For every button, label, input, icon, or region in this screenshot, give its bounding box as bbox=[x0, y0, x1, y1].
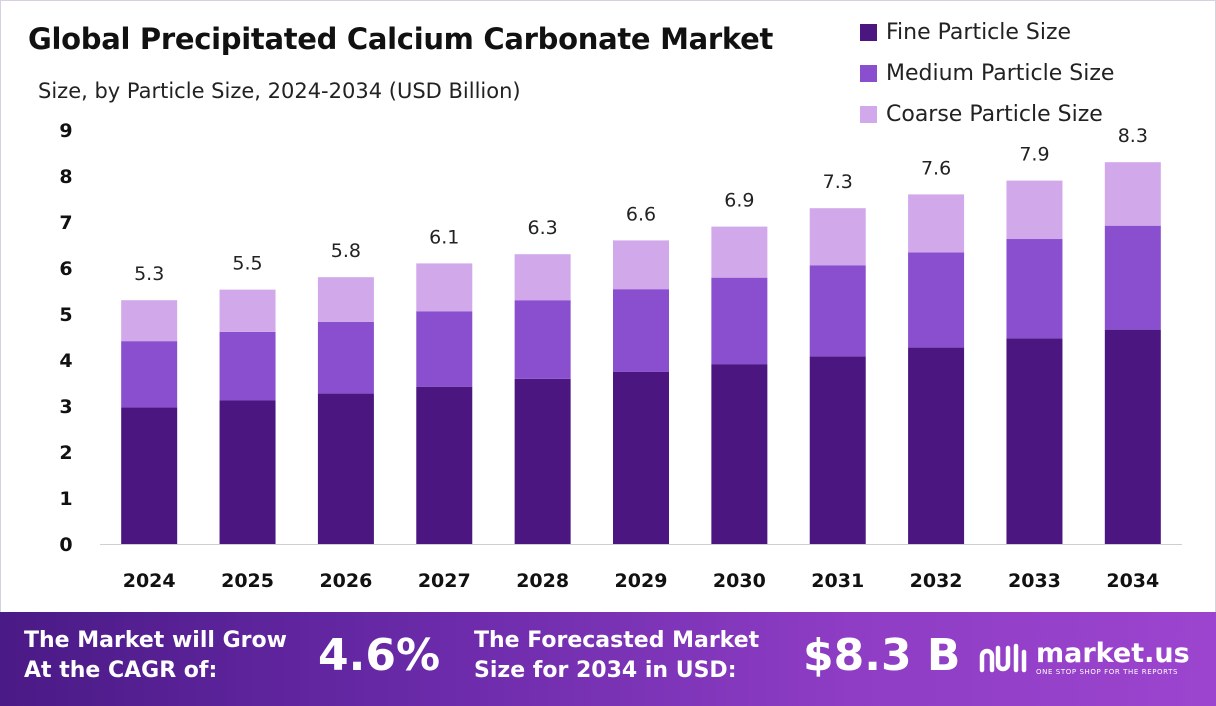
bar-total-label: 5.3 bbox=[134, 263, 164, 285]
bar-segment-coarse bbox=[809, 208, 866, 266]
bar-total-label: 7.6 bbox=[921, 157, 951, 179]
x-tick-label: 2033 bbox=[1008, 570, 1061, 592]
footer-banner: The Market will Grow At the CAGR of: 4.6… bbox=[0, 612, 1216, 706]
x-tick-label: 2024 bbox=[123, 570, 176, 592]
chart-subtitle: Size, by Particle Size, 2024-2034 (USD B… bbox=[38, 79, 521, 103]
chart-title: Global Precipitated Calcium Carbonate Ma… bbox=[28, 22, 774, 56]
cagr-value: 4.6% bbox=[318, 630, 441, 681]
x-tick-label: 2032 bbox=[910, 570, 963, 592]
bar-segment-fine bbox=[711, 364, 768, 544]
bar-segment-medium bbox=[613, 289, 669, 372]
bar-segment-medium bbox=[711, 277, 768, 365]
forecast-label: The Forecasted Market Size for 2034 in U… bbox=[474, 628, 760, 683]
forecast-value: $8.3 B bbox=[803, 630, 961, 681]
cagr-label: The Market will Grow At the CAGR of: bbox=[24, 628, 287, 683]
bar-segment-fine bbox=[1104, 329, 1161, 544]
bar-segment-coarse bbox=[1006, 180, 1063, 240]
bar-segment-fine bbox=[317, 393, 374, 544]
bar-segment-medium bbox=[121, 341, 178, 408]
legend-swatch-fine bbox=[860, 24, 877, 41]
y-tick-label: 0 bbox=[59, 534, 72, 556]
bar-segment-medium bbox=[416, 311, 473, 387]
bar-segment-coarse bbox=[908, 194, 965, 253]
bar-segment-fine bbox=[1006, 338, 1063, 544]
bar-segment-fine bbox=[121, 407, 178, 544]
x-tick-label: 2027 bbox=[418, 570, 471, 592]
y-tick-label: 1 bbox=[59, 488, 72, 510]
bar-segment-coarse bbox=[317, 277, 374, 322]
bar-segment-fine bbox=[809, 356, 866, 544]
bar-segment-coarse bbox=[416, 263, 473, 312]
y-tick-label: 7 bbox=[59, 212, 72, 234]
bar-segment-medium bbox=[1006, 239, 1063, 339]
legend-label-fine: Fine Particle Size bbox=[886, 20, 1072, 45]
brand-name: market.us bbox=[1036, 638, 1190, 669]
bar-total-label: 5.5 bbox=[232, 253, 262, 275]
bar-total-label: 7.9 bbox=[1019, 144, 1049, 166]
bar-segment-fine bbox=[514, 378, 571, 544]
bar-chart: 0 1 2 3 4 5 6 7 8 9 5.3 2024 5.5 2025 5.8 2026 6.1 2027 6.… bbox=[59, 120, 1182, 592]
brand-logo-icon bbox=[979, 643, 1027, 673]
x-tick-label: 2029 bbox=[615, 570, 668, 592]
legend-item-coarse: Coarse Particle Size bbox=[860, 94, 1114, 135]
x-tick-label: 2026 bbox=[319, 570, 372, 592]
bar-total-label: 5.8 bbox=[331, 240, 361, 262]
bar-segment-coarse bbox=[121, 300, 178, 342]
y-tick-label: 8 bbox=[59, 166, 72, 188]
bar-segment-coarse bbox=[219, 289, 276, 332]
bar-segment-coarse bbox=[613, 240, 669, 290]
bar-total-label: 6.6 bbox=[626, 203, 656, 225]
bar-segment-medium bbox=[1104, 225, 1161, 330]
y-tick-label: 3 bbox=[59, 396, 72, 418]
x-tick-label: 2031 bbox=[811, 570, 864, 592]
bar-total-label: 8.3 bbox=[1118, 125, 1148, 147]
x-tick-label: 2030 bbox=[713, 570, 766, 592]
x-tick-label: 2028 bbox=[516, 570, 569, 592]
legend-label-medium: Medium Particle Size bbox=[886, 61, 1115, 86]
y-tick-label: 4 bbox=[59, 350, 72, 372]
legend-item-medium: Medium Particle Size bbox=[860, 53, 1114, 94]
bar-segment-fine bbox=[416, 386, 473, 544]
bar-total-label: 6.1 bbox=[429, 226, 459, 248]
legend-item-fine: Fine Particle Size bbox=[860, 12, 1114, 53]
bar-total-label: 6.9 bbox=[724, 190, 754, 212]
brand-logo: market.us ONE STOP SHOP FOR THE REPORTS bbox=[978, 640, 1190, 676]
y-tick-label: 5 bbox=[59, 304, 72, 326]
brand-tagline: ONE STOP SHOP FOR THE REPORTS bbox=[1036, 668, 1179, 676]
x-tick-label: 2034 bbox=[1106, 570, 1159, 592]
legend-swatch-medium bbox=[860, 65, 877, 82]
y-tick-label: 9 bbox=[59, 120, 72, 142]
bar-segment-fine bbox=[219, 400, 276, 544]
legend: Fine Particle Size Medium Particle Size … bbox=[860, 12, 1114, 135]
x-tick-label: 2025 bbox=[221, 570, 274, 592]
bar-segment-fine bbox=[613, 371, 669, 544]
bar-segment-coarse bbox=[711, 226, 768, 278]
legend-label-coarse: Coarse Particle Size bbox=[886, 102, 1103, 127]
y-tick-label: 6 bbox=[59, 258, 72, 280]
bar-total-label: 6.3 bbox=[528, 217, 558, 239]
bar-total-label: 7.3 bbox=[823, 171, 853, 193]
bar-segment-medium bbox=[908, 252, 965, 348]
bar-segment-medium bbox=[219, 331, 276, 401]
y-tick-label: 2 bbox=[59, 442, 72, 464]
bar-segment-coarse bbox=[1104, 162, 1161, 226]
bar-segment-medium bbox=[317, 321, 374, 394]
legend-swatch-coarse bbox=[860, 106, 877, 123]
bar-segment-coarse bbox=[514, 254, 571, 301]
bar-segment-fine bbox=[908, 347, 965, 544]
bar-segment-medium bbox=[809, 265, 866, 357]
bar-segment-medium bbox=[514, 300, 571, 379]
